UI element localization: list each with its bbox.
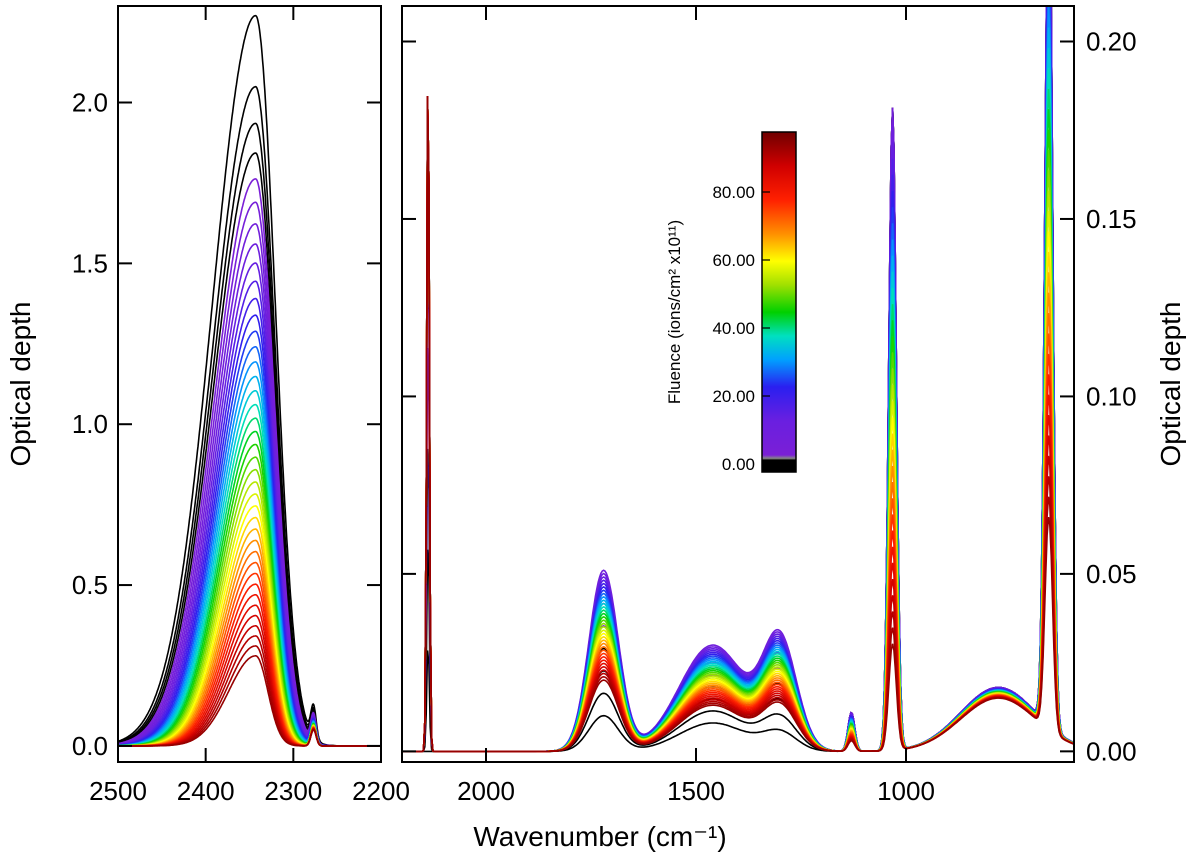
y-tick-label: 0.05 — [1086, 559, 1137, 589]
spectrum-line — [402, 6, 1074, 753]
spectrum-line — [402, 7, 1074, 753]
spectrum-line — [118, 346, 381, 747]
x-tick-label: 2300 — [264, 776, 322, 806]
spectrum-line — [402, 6, 1074, 753]
y-tick-label: 0.00 — [1086, 736, 1137, 766]
spectrum-line — [402, 68, 1074, 753]
y-tick-label: 0.20 — [1086, 26, 1137, 56]
spectrum-line — [118, 223, 381, 747]
x-tick-label: 1500 — [667, 776, 725, 806]
colorbar-scale — [761, 131, 797, 473]
colorbar-tick-label: 20.00 — [712, 387, 755, 406]
right-frame — [401, 5, 1075, 763]
left-ticks: 2500 2400 2300 2200 0.0 0.5 1.0 1.5 2.0 — [72, 6, 410, 806]
spectrum-line — [402, 6, 1074, 753]
x-tick-label: 1000 — [877, 776, 935, 806]
spectrum-line — [118, 122, 381, 747]
spectrum-line — [402, 6, 1074, 753]
y-tick-label: 0.0 — [72, 731, 108, 761]
colorbar-tick-label: 0.00 — [722, 455, 755, 474]
spectrum-line — [402, 6, 1074, 753]
y-tick-label: 0.5 — [72, 570, 108, 600]
left-frame — [117, 5, 382, 763]
y-tick-label: 0.15 — [1086, 204, 1137, 234]
spectrum-line — [402, 6, 1074, 753]
spectrum-line — [402, 6, 1074, 753]
right-y-axis-title: Optical depth — [1155, 302, 1186, 467]
colorbar-tick-label: 40.00 — [712, 319, 755, 338]
colorbar-ticks: 0.00 20.00 40.00 60.00 80.00 — [712, 183, 770, 474]
spectrum-line — [402, 6, 1074, 753]
spectrum-line — [402, 6, 1074, 753]
spectrum-line — [402, 6, 1074, 753]
right-ticks: 2000 1500 1000 0.00 0.05 0.10 0.15 0.20 — [402, 6, 1137, 806]
y-tick-label: 0.10 — [1086, 381, 1137, 411]
spectrum-line — [402, 6, 1074, 753]
x-axis-title: Wavenumber (cm⁻¹) — [473, 821, 726, 852]
right-spectra — [402, 6, 1074, 753]
spectrum-line — [402, 6, 1074, 753]
y-tick-label: 1.0 — [72, 409, 108, 439]
spectrum-line — [118, 330, 381, 747]
x-tick-label: 2500 — [89, 776, 147, 806]
y-tick-label: 1.5 — [72, 248, 108, 278]
spectrum-line — [402, 6, 1074, 753]
right-plot-area: 2000 1500 1000 0.00 0.05 0.10 0.15 0.20 — [401, 5, 1137, 806]
spectrum-line — [402, 6, 1074, 753]
left-spectra — [118, 14, 381, 747]
spectrum-line — [118, 403, 381, 747]
colorbar-title: Fluence (ions/cm² x10¹¹) — [665, 220, 684, 404]
x-tick-label: 2400 — [177, 776, 235, 806]
colorbar: 0.00 20.00 40.00 60.00 80.00 Fluence (ions/c… — [665, 131, 797, 474]
spectrum-line — [402, 96, 1074, 753]
spectrum-line — [118, 655, 381, 747]
x-tick-label: 2200 — [352, 776, 410, 806]
left-plot-area: 2500 2400 2300 2200 0.0 0.5 1.0 1.5 2.0 — [72, 5, 410, 806]
colorbar-tick-label: 80.00 — [712, 183, 755, 202]
y-tick-label: 2.0 — [72, 88, 108, 118]
colorbar-tick-label: 60.00 — [712, 251, 755, 270]
left-y-axis-title: Optical depth — [5, 302, 36, 467]
spectrum-line — [118, 314, 381, 747]
x-tick-label: 2000 — [457, 776, 515, 806]
